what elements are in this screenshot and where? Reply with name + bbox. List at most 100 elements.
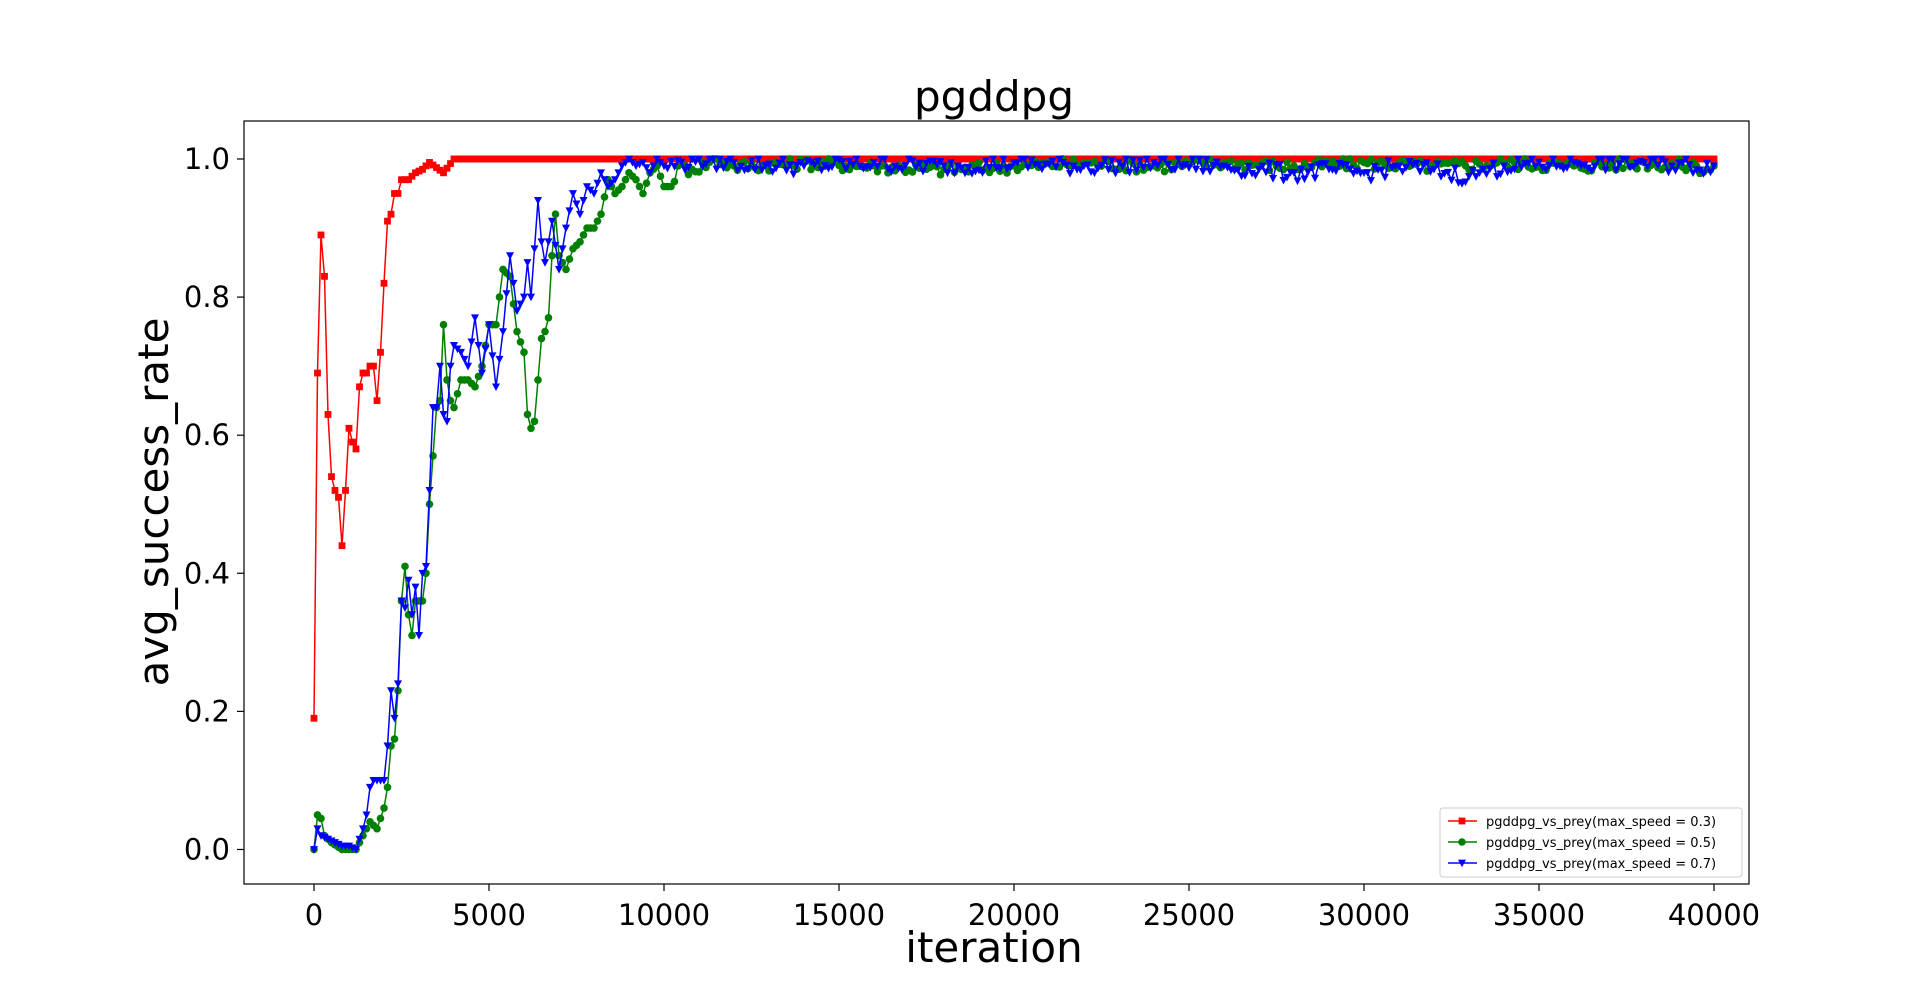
data-point bbox=[1283, 173, 1291, 182]
data-point bbox=[947, 159, 955, 167]
data-point bbox=[618, 182, 626, 191]
data-point bbox=[391, 190, 398, 197]
data-point bbox=[1307, 163, 1316, 171]
data-point bbox=[1115, 158, 1123, 167]
data-point bbox=[1395, 162, 1403, 171]
data-point bbox=[600, 176, 609, 184]
data-point bbox=[356, 383, 363, 391]
data-point bbox=[390, 735, 399, 743]
data-point bbox=[1168, 155, 1175, 163]
data-point bbox=[1076, 166, 1085, 175]
data-point bbox=[1136, 156, 1144, 165]
data-point bbox=[1395, 155, 1403, 163]
data-point bbox=[958, 155, 965, 163]
data-point bbox=[1297, 165, 1305, 174]
data-point bbox=[1024, 164, 1032, 172]
data-point bbox=[1458, 817, 1466, 825]
data-point bbox=[765, 160, 773, 169]
data-point bbox=[1598, 155, 1606, 164]
data-point bbox=[1388, 155, 1396, 163]
data-point bbox=[1185, 155, 1193, 163]
data-point bbox=[1346, 155, 1354, 163]
data-point bbox=[467, 338, 476, 347]
data-point bbox=[537, 238, 546, 247]
data-point bbox=[1279, 176, 1288, 185]
data-point bbox=[1573, 160, 1582, 168]
data-point bbox=[415, 167, 423, 175]
data-point bbox=[555, 266, 563, 274]
data-point bbox=[510, 155, 517, 163]
data-point bbox=[1052, 155, 1060, 163]
data-point bbox=[380, 777, 388, 785]
data-point bbox=[1475, 169, 1484, 177]
data-point bbox=[450, 155, 458, 163]
data-point bbox=[817, 166, 826, 175]
data-point bbox=[1238, 155, 1245, 163]
data-point bbox=[342, 487, 349, 494]
data-point bbox=[569, 155, 577, 163]
y-tick-label: 1.0 bbox=[184, 142, 230, 176]
data-point bbox=[1300, 175, 1309, 184]
data-point bbox=[1311, 174, 1319, 183]
data-point bbox=[775, 159, 784, 168]
data-point bbox=[1644, 155, 1651, 163]
data-point bbox=[1482, 170, 1491, 179]
data-point bbox=[1038, 155, 1046, 163]
data-point bbox=[450, 403, 458, 412]
data-point bbox=[513, 307, 521, 316]
data-point bbox=[835, 156, 843, 164]
x-tick-label: 10000 bbox=[618, 898, 710, 932]
data-point bbox=[352, 846, 360, 854]
data-point bbox=[538, 155, 545, 163]
data-point bbox=[1245, 155, 1252, 163]
data-point bbox=[1013, 159, 1022, 167]
data-point bbox=[1122, 155, 1130, 164]
data-point bbox=[1608, 155, 1617, 164]
data-point bbox=[1185, 164, 1193, 172]
data-point bbox=[642, 164, 651, 172]
x-tick-label: 0 bbox=[305, 898, 323, 932]
data-point bbox=[943, 169, 952, 178]
data-point bbox=[1108, 156, 1116, 165]
data-point bbox=[485, 321, 493, 329]
data-point bbox=[1514, 155, 1522, 164]
data-point bbox=[1710, 162, 1718, 171]
data-point bbox=[1546, 155, 1553, 163]
data-point bbox=[1234, 166, 1242, 175]
data-point bbox=[587, 155, 594, 163]
data-point bbox=[919, 167, 927, 176]
data-point bbox=[1164, 160, 1172, 169]
data-point bbox=[531, 155, 538, 163]
data-point bbox=[492, 320, 500, 329]
data-point bbox=[1479, 155, 1487, 163]
data-point bbox=[1209, 162, 1218, 170]
data-point bbox=[1531, 162, 1540, 171]
data-point bbox=[1090, 169, 1099, 178]
data-point bbox=[1629, 163, 1638, 171]
data-point bbox=[852, 155, 861, 164]
data-point bbox=[1489, 159, 1498, 168]
data-point bbox=[345, 424, 353, 432]
data-point bbox=[1437, 155, 1445, 163]
data-point bbox=[1192, 165, 1200, 174]
data-point bbox=[548, 155, 556, 163]
data-point bbox=[636, 155, 643, 163]
data-point bbox=[888, 155, 895, 163]
data-point bbox=[1171, 165, 1179, 174]
data-point bbox=[1654, 162, 1662, 170]
data-point bbox=[443, 417, 451, 426]
data-point bbox=[1664, 168, 1673, 177]
data-point bbox=[996, 155, 1004, 163]
data-point bbox=[1703, 159, 1711, 168]
data-point bbox=[821, 162, 829, 170]
data-point bbox=[1416, 167, 1424, 176]
data-point bbox=[436, 362, 444, 371]
data-point bbox=[1297, 155, 1305, 163]
data-point bbox=[664, 155, 671, 163]
data-point bbox=[552, 155, 559, 163]
data-point bbox=[1430, 155, 1438, 163]
data-point bbox=[814, 157, 822, 166]
data-point bbox=[870, 159, 878, 167]
data-point bbox=[1231, 155, 1238, 163]
